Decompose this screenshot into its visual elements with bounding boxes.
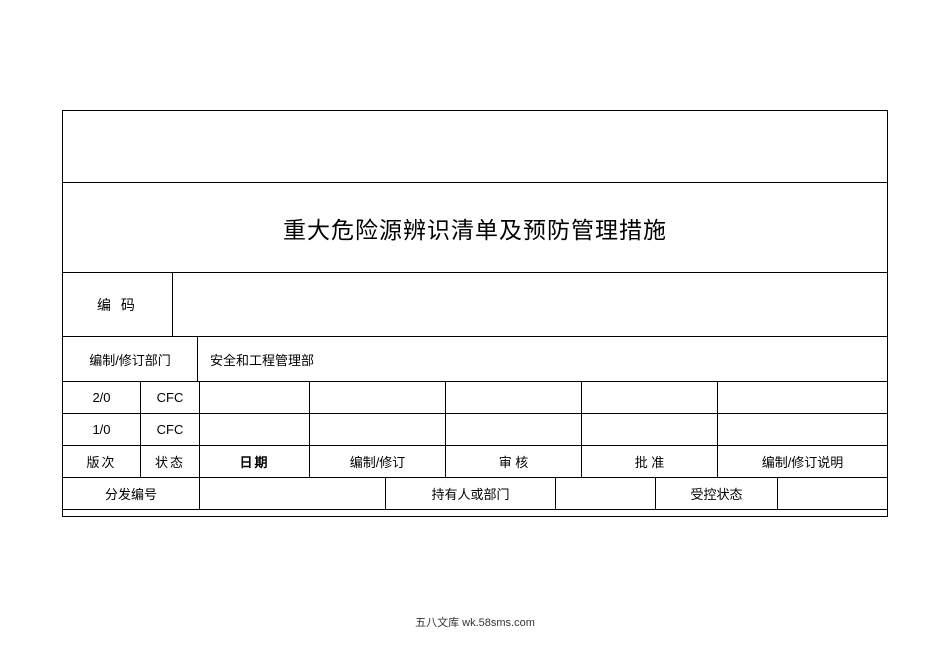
- header-date: 日期: [200, 446, 310, 477]
- cell-note: [718, 382, 887, 413]
- blank-header-row: [63, 111, 887, 183]
- document-frame: 重大危险源辨识清单及预防管理措施 编 码 编制/修订部门 安全和工程管理部 2/…: [62, 110, 888, 517]
- dist-blank: [778, 478, 887, 509]
- code-label: 编 码: [63, 273, 173, 336]
- cell-version: 1/0: [63, 414, 141, 445]
- dept-value: 安全和工程管理部: [198, 337, 887, 381]
- cell-status: CFC: [141, 414, 200, 445]
- dist-holder-label: 持有人或部门: [386, 478, 556, 509]
- dist-blank: [200, 478, 386, 509]
- title-row: 重大危险源辨识清单及预防管理措施: [63, 183, 887, 273]
- dist-blank: [556, 478, 656, 509]
- cell-review: [446, 414, 582, 445]
- header-note: 编制/修订说明: [718, 446, 887, 477]
- dist-label: 分发编号: [63, 478, 200, 509]
- cell-approve: [582, 414, 718, 445]
- table-row: 1/0 CFC: [63, 414, 887, 446]
- cell-date: [200, 382, 310, 413]
- header-version: 版次: [63, 446, 141, 477]
- cell-edit: [310, 382, 446, 413]
- header-approve: 批 准: [582, 446, 718, 477]
- cell-status: CFC: [141, 382, 200, 413]
- cell-version: 2/0: [63, 382, 141, 413]
- code-value: [173, 273, 887, 336]
- dist-ctrl-label: 受控状态: [656, 478, 778, 509]
- cell-review: [446, 382, 582, 413]
- code-row: 编 码: [63, 273, 887, 337]
- document-title: 重大危险源辨识清单及预防管理措施: [283, 211, 667, 245]
- cell-edit: [310, 414, 446, 445]
- cell-approve: [582, 382, 718, 413]
- header-row: 版次 状态 日期 编制/修订 审 核 批 准 编制/修订说明: [63, 446, 887, 478]
- header-review: 审 核: [446, 446, 582, 477]
- distribution-row: 分发编号 持有人或部门 受控状态: [63, 478, 887, 510]
- dept-label: 编制/修订部门: [63, 337, 198, 381]
- header-status: 状态: [141, 446, 200, 477]
- cell-date: [200, 414, 310, 445]
- table-row: 2/0 CFC: [63, 382, 887, 414]
- page-footer: 五八文库 wk.58sms.com: [0, 614, 950, 630]
- dept-row: 编制/修订部门 安全和工程管理部: [63, 337, 887, 382]
- cell-note: [718, 414, 887, 445]
- thin-row: [63, 510, 887, 516]
- header-edit: 编制/修订: [310, 446, 446, 477]
